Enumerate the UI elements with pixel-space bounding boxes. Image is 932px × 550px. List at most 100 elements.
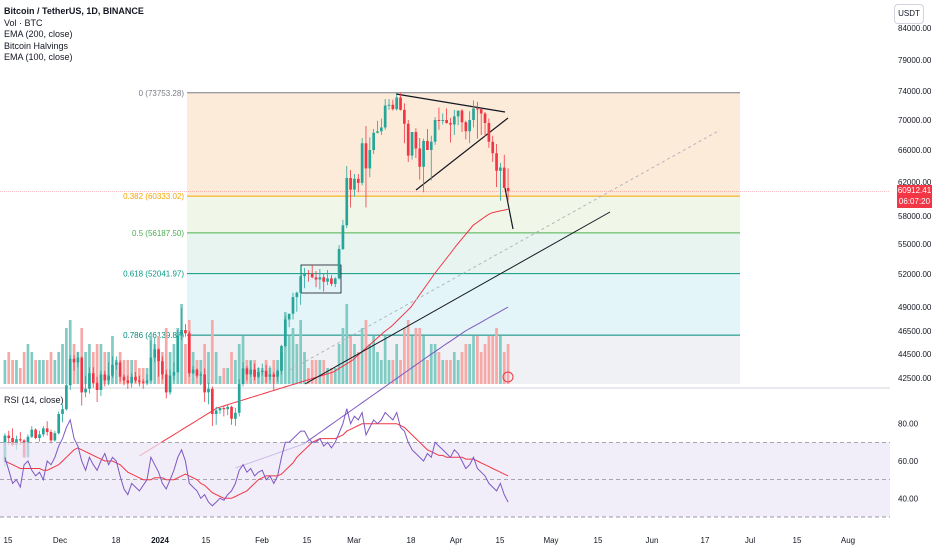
- volume-bar: [403, 328, 406, 384]
- volume-bar: [15, 360, 18, 384]
- volume-bar: [452, 352, 456, 384]
- candle-body: [99, 374, 103, 390]
- fib-level-label: 0.382 (60333.02): [123, 192, 184, 201]
- candle-body: [207, 388, 210, 393]
- candle-body: [403, 109, 406, 124]
- candle-body: [38, 434, 41, 438]
- legend-ema200[interactable]: EMA (200, close): [4, 29, 73, 40]
- candle-body: [391, 104, 395, 110]
- time-tick-label: 15: [496, 536, 505, 545]
- candle-body: [41, 428, 45, 435]
- fib-zone: [187, 92, 740, 197]
- volume-bar: [184, 344, 187, 384]
- legend-halvings[interactable]: Bitcoin Halvings: [4, 40, 69, 51]
- time-tick-label: May: [543, 536, 558, 545]
- rsi-pane[interactable]: [0, 408, 890, 518]
- legend-ema100[interactable]: EMA (100, close): [4, 52, 73, 63]
- volume-bar: [449, 360, 452, 384]
- candle-body: [134, 376, 137, 381]
- fib-zone: [187, 196, 740, 233]
- candle-body: [88, 373, 91, 389]
- candle-body: [318, 277, 322, 280]
- fibonacci-retracement[interactable]: 0 (73753.28) 0.382 (60333.02) 0.5 (56187.5…: [0, 89, 890, 384]
- volume-bar: [429, 344, 433, 384]
- volume-bar: [218, 376, 222, 384]
- candle-body: [237, 384, 241, 413]
- volume-bar: [230, 352, 233, 384]
- currency-button[interactable]: USDT: [894, 4, 924, 24]
- volume-bar: [141, 368, 145, 384]
- candle-body: [257, 372, 260, 377]
- candle-body: [399, 97, 402, 110]
- time-tick-label: 18: [112, 536, 121, 545]
- volume-bar: [456, 360, 460, 384]
- candle-body: [203, 374, 206, 393]
- fib-zone: [187, 335, 740, 384]
- candle-body: [126, 380, 130, 383]
- last-price-value: 60912.41: [897, 186, 932, 195]
- volume-bar: [353, 344, 356, 384]
- candle-body: [141, 381, 145, 383]
- volume-bar: [88, 344, 91, 384]
- time-tick-label: 17: [701, 536, 710, 545]
- volume-bar: [349, 336, 352, 384]
- candle-body: [291, 297, 295, 314]
- symbol-title[interactable]: Bitcoin / TetherUS, 1D, BINANCE: [4, 6, 144, 16]
- candle-body: [456, 110, 460, 117]
- ema100-line: [139, 208, 509, 457]
- time-tick-label: Feb: [255, 536, 269, 545]
- fib-zone: [187, 273, 740, 336]
- legend-volume[interactable]: Vol · BTC: [4, 17, 43, 28]
- candle-body: [341, 225, 345, 249]
- candle-body: [383, 105, 387, 128]
- price-tick-label: 70000.00: [898, 116, 932, 125]
- volume-bar: [241, 336, 245, 384]
- candle-body: [61, 409, 64, 414]
- candle-body: [449, 123, 452, 125]
- candle-body: [414, 132, 418, 149]
- candle-body: [360, 143, 364, 183]
- time-axis[interactable]: 15 Dec 18 2024 15 Feb 15 Mar 18 Apr 15 May 15 Jun 17 Ju…: [4, 536, 856, 545]
- candle-body: [107, 375, 110, 381]
- volume-bar: [65, 328, 68, 384]
- volume-bar: [114, 360, 118, 384]
- candle-body: [433, 120, 437, 142]
- volume-bar: [61, 344, 64, 384]
- volume-bar: [372, 336, 375, 384]
- volume-bar: [38, 360, 41, 384]
- volume-bar: [222, 368, 226, 384]
- volume-bar: [387, 360, 391, 384]
- volume-bar: [441, 360, 445, 384]
- volume-bar: [180, 304, 183, 384]
- candles[interactable]: [3, 92, 510, 467]
- fib-level-label: 0.618 (52041.97): [123, 270, 184, 279]
- volume-bar: [330, 368, 333, 384]
- candle-body: [314, 277, 318, 280]
- volume-bar: [49, 352, 53, 384]
- volume-bar: [99, 344, 103, 384]
- candle-body: [218, 408, 222, 411]
- rsi-legend[interactable]: RSI (14, close): [4, 395, 64, 405]
- candle-body: [230, 406, 233, 419]
- volume-bar: [26, 344, 30, 384]
- candle-body: [210, 388, 214, 414]
- price-axis[interactable]: 42500.00 44500.00 46500.00 49000.00 52000.00…: [898, 24, 932, 503]
- candle-body: [65, 385, 68, 410]
- volume-bar: [495, 328, 498, 384]
- candle-body: [372, 132, 375, 150]
- last-price-countdown: 06:07:20: [898, 197, 931, 206]
- volume-bar: [472, 336, 475, 384]
- candle-body: [84, 388, 87, 393]
- volume-bar: [383, 336, 387, 384]
- volume-bar: [445, 360, 448, 384]
- volume-bar: [11, 360, 14, 384]
- volume-bar: [468, 344, 472, 384]
- volume-bar: [337, 344, 341, 384]
- volume-bar: [376, 352, 379, 384]
- time-tick-label: Jul: [745, 536, 755, 545]
- candle-body: [429, 141, 433, 150]
- price-tick-label: 49000.00: [898, 303, 932, 312]
- price-tick-label: 58000.00: [898, 212, 932, 221]
- volume-bar: [356, 352, 360, 384]
